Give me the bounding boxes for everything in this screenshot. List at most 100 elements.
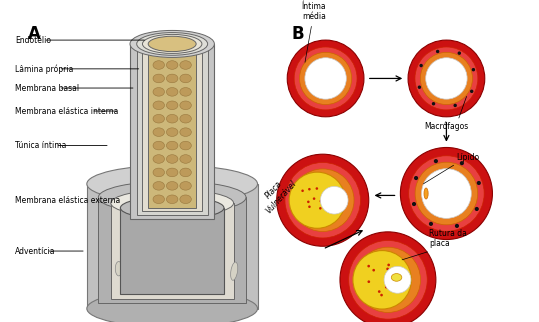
Ellipse shape bbox=[127, 224, 136, 237]
Circle shape bbox=[388, 264, 390, 266]
Ellipse shape bbox=[200, 278, 208, 291]
Ellipse shape bbox=[121, 261, 132, 273]
Text: Lâmina própria: Lâmina própria bbox=[15, 64, 73, 74]
Ellipse shape bbox=[148, 36, 196, 52]
Circle shape bbox=[349, 241, 427, 319]
Ellipse shape bbox=[188, 245, 200, 260]
Bar bbox=[120, 208, 224, 294]
Circle shape bbox=[292, 169, 354, 232]
Ellipse shape bbox=[184, 245, 203, 252]
Ellipse shape bbox=[153, 88, 164, 96]
Circle shape bbox=[353, 251, 411, 309]
Ellipse shape bbox=[167, 128, 178, 137]
Ellipse shape bbox=[150, 274, 161, 290]
Circle shape bbox=[385, 281, 388, 284]
Circle shape bbox=[386, 268, 389, 270]
Circle shape bbox=[400, 147, 493, 240]
Ellipse shape bbox=[153, 61, 164, 69]
Ellipse shape bbox=[391, 274, 402, 281]
Circle shape bbox=[408, 40, 485, 117]
Ellipse shape bbox=[167, 88, 178, 96]
Circle shape bbox=[380, 294, 383, 297]
Text: A: A bbox=[29, 25, 41, 43]
Ellipse shape bbox=[130, 30, 215, 57]
Text: Adventícia: Adventícia bbox=[15, 247, 56, 256]
Ellipse shape bbox=[202, 248, 216, 256]
Ellipse shape bbox=[137, 33, 208, 55]
Circle shape bbox=[320, 200, 322, 203]
Ellipse shape bbox=[153, 195, 164, 204]
Ellipse shape bbox=[153, 101, 164, 109]
Circle shape bbox=[436, 50, 439, 53]
Ellipse shape bbox=[129, 248, 136, 257]
Circle shape bbox=[301, 189, 304, 192]
Ellipse shape bbox=[167, 155, 178, 163]
Circle shape bbox=[307, 201, 309, 203]
Ellipse shape bbox=[126, 244, 144, 252]
Circle shape bbox=[378, 290, 381, 293]
Circle shape bbox=[409, 156, 484, 231]
Circle shape bbox=[420, 52, 473, 105]
Circle shape bbox=[453, 104, 457, 107]
Ellipse shape bbox=[180, 182, 191, 190]
Text: Membrana elástica externa: Membrana elástica externa bbox=[15, 196, 120, 205]
Ellipse shape bbox=[167, 74, 178, 83]
Ellipse shape bbox=[180, 88, 191, 96]
Ellipse shape bbox=[153, 155, 164, 163]
Circle shape bbox=[320, 186, 348, 214]
Circle shape bbox=[305, 58, 346, 99]
Circle shape bbox=[315, 187, 318, 190]
Ellipse shape bbox=[87, 290, 258, 322]
Ellipse shape bbox=[131, 253, 142, 263]
Ellipse shape bbox=[153, 128, 164, 137]
Ellipse shape bbox=[153, 74, 164, 83]
Ellipse shape bbox=[180, 101, 191, 109]
Bar bbox=[111, 203, 233, 299]
Circle shape bbox=[368, 265, 370, 268]
Circle shape bbox=[458, 52, 461, 55]
Ellipse shape bbox=[180, 74, 191, 83]
Bar bbox=[148, 44, 196, 208]
Ellipse shape bbox=[136, 235, 151, 248]
Circle shape bbox=[289, 172, 345, 228]
Circle shape bbox=[414, 176, 418, 180]
Ellipse shape bbox=[98, 181, 246, 213]
Circle shape bbox=[294, 47, 357, 110]
Ellipse shape bbox=[87, 165, 258, 203]
Ellipse shape bbox=[126, 215, 140, 231]
Circle shape bbox=[285, 163, 361, 238]
Circle shape bbox=[355, 247, 420, 312]
Circle shape bbox=[324, 190, 327, 193]
Ellipse shape bbox=[111, 190, 233, 217]
Ellipse shape bbox=[180, 168, 191, 177]
Circle shape bbox=[421, 169, 471, 218]
Ellipse shape bbox=[424, 188, 428, 199]
Ellipse shape bbox=[184, 242, 194, 249]
Circle shape bbox=[300, 52, 351, 105]
Ellipse shape bbox=[153, 168, 164, 177]
Ellipse shape bbox=[115, 261, 122, 276]
Text: Túnica íntima: Túnica íntima bbox=[15, 141, 66, 150]
Bar bbox=[142, 44, 202, 211]
Ellipse shape bbox=[197, 237, 215, 253]
Ellipse shape bbox=[167, 141, 178, 150]
Ellipse shape bbox=[142, 34, 202, 53]
Circle shape bbox=[277, 154, 369, 246]
Ellipse shape bbox=[180, 114, 191, 123]
Circle shape bbox=[455, 224, 459, 228]
Text: Rutura da
placa: Rutura da placa bbox=[429, 229, 467, 248]
Ellipse shape bbox=[167, 47, 178, 56]
Circle shape bbox=[470, 90, 473, 93]
Ellipse shape bbox=[156, 270, 172, 281]
Circle shape bbox=[476, 181, 481, 185]
Ellipse shape bbox=[167, 168, 178, 177]
Ellipse shape bbox=[198, 245, 217, 256]
Text: Endotélio: Endotélio bbox=[15, 36, 51, 44]
Ellipse shape bbox=[180, 128, 191, 137]
Text: Macrófagos: Macrófagos bbox=[424, 122, 468, 131]
Ellipse shape bbox=[167, 101, 178, 109]
Ellipse shape bbox=[231, 262, 238, 280]
Ellipse shape bbox=[180, 155, 191, 163]
Ellipse shape bbox=[180, 141, 191, 150]
Circle shape bbox=[418, 85, 421, 89]
